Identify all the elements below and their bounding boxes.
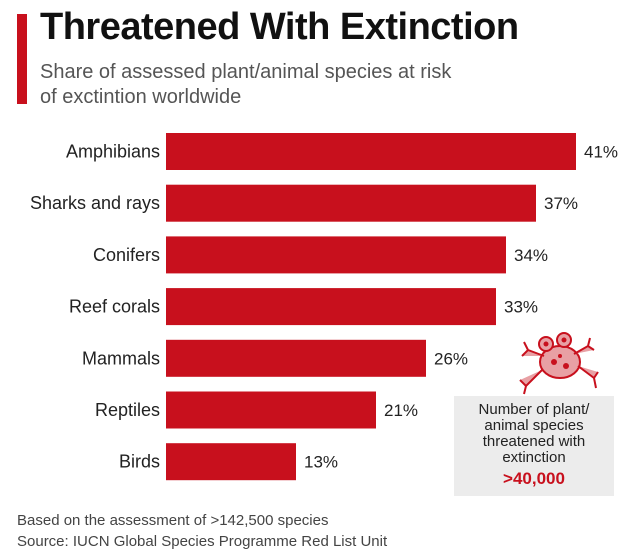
category-label: Reptiles xyxy=(95,400,160,420)
value-label: 21% xyxy=(384,401,418,420)
value-label: 34% xyxy=(514,246,548,265)
footer: Based on the assessment of >142,500 spec… xyxy=(17,510,387,552)
category-label: Reef corals xyxy=(69,297,160,317)
bar xyxy=(166,391,376,429)
category-label: Sharks and rays xyxy=(30,193,160,213)
value-label: 41% xyxy=(584,143,618,162)
footer-source: Source: IUCN Global Species Programme Re… xyxy=(17,533,388,550)
category-label: Amphibians xyxy=(66,142,160,162)
bar xyxy=(166,184,536,222)
frog-icon xyxy=(519,332,599,395)
value-label: 13% xyxy=(304,453,338,472)
footer-note: Based on the assessment of >142,500 spec… xyxy=(17,512,329,529)
chart-subtitle: Share of assessed plant/animal species a… xyxy=(40,61,452,108)
bar xyxy=(166,288,496,326)
value-label: 26% xyxy=(434,349,468,368)
info-box-text: Number of plant/ animal species threaten… xyxy=(478,401,590,466)
bar-chart: Amphibians 41% Sharks and rays 37% Conifers 3… xyxy=(30,133,618,481)
category-label: Mammals xyxy=(82,348,160,368)
chart-title: Threatened With Extinction xyxy=(40,6,519,48)
bar xyxy=(166,443,296,481)
category-label: Conifers xyxy=(93,245,160,265)
info-box-value: >40,000 xyxy=(503,469,565,488)
bar xyxy=(166,236,506,274)
value-label: 37% xyxy=(544,194,578,213)
title-accent-bar xyxy=(17,14,27,104)
category-label: Birds xyxy=(119,452,160,472)
bar xyxy=(166,339,426,377)
value-label: 33% xyxy=(504,298,538,317)
bar xyxy=(166,133,576,170)
info-box: Number of plant/ animal species threaten… xyxy=(454,396,614,496)
